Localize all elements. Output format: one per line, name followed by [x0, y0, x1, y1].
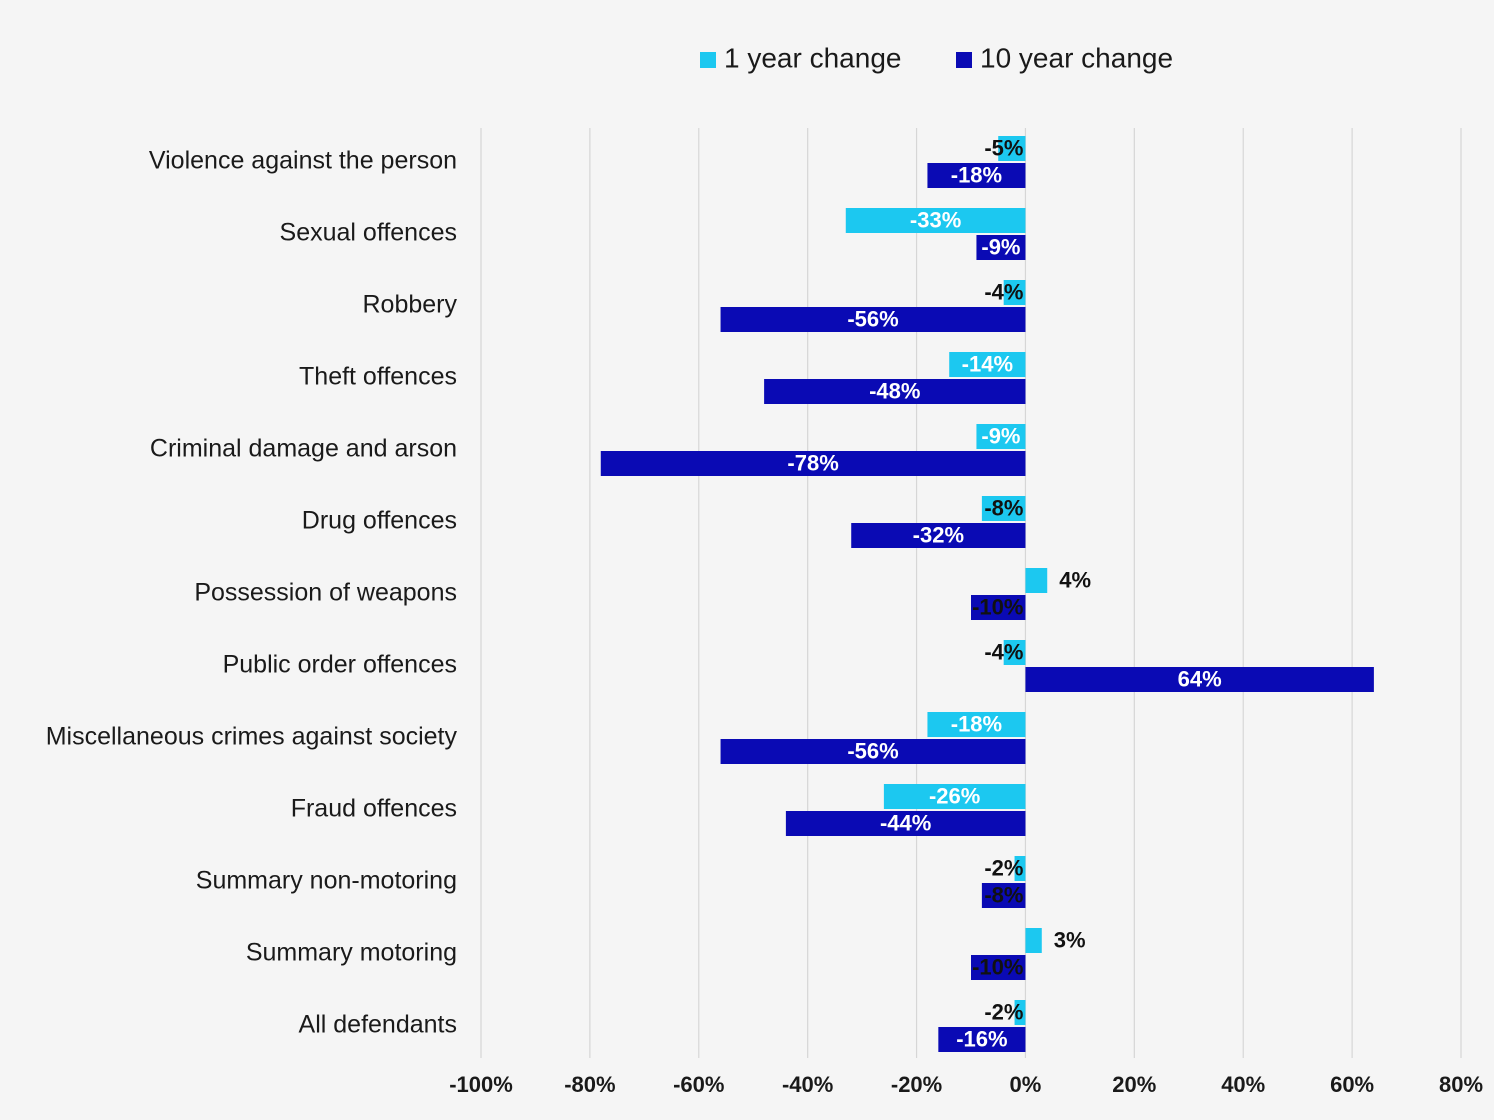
legend-label: 10 year change [980, 42, 1173, 73]
x-tick-label: 80% [1439, 1072, 1483, 1097]
category-label: Possession of weapons [194, 579, 457, 607]
bar [883, 784, 1026, 809]
bar [1003, 640, 1026, 665]
x-tick-label: -80% [564, 1072, 615, 1097]
bar [1025, 928, 1042, 953]
x-tick-label: -20% [891, 1072, 942, 1097]
legend-label: 1 year change [724, 42, 901, 73]
data-label: -32% [913, 522, 964, 547]
x-axis-tick-labels: -100% -80% -60% -40% -20% 0% 20% 40% 60% 80% [449, 1072, 1483, 1097]
data-label: -56% [847, 738, 898, 763]
data-label: -44% [880, 810, 931, 835]
data-label: -78% [787, 450, 838, 475]
category-label: Summary motoring [246, 939, 457, 967]
data-label: -9% [981, 423, 1020, 448]
category-label: All defendants [299, 1011, 457, 1039]
bar [845, 208, 1026, 233]
bar [851, 523, 1026, 548]
bar [1014, 1000, 1026, 1025]
data-label: -10% [972, 594, 1023, 619]
data-label: -5% [984, 135, 1023, 160]
bar [1025, 568, 1048, 593]
bar [764, 379, 1026, 404]
bar [927, 712, 1026, 737]
bar [981, 883, 1026, 908]
category-label: Public order offences [223, 651, 457, 679]
bar [1025, 667, 1374, 692]
legend-swatch [956, 52, 972, 68]
data-label: -48% [869, 378, 920, 403]
x-tick-label: -100% [449, 1072, 513, 1097]
data-label: -4% [984, 279, 1023, 304]
bar [938, 1027, 1026, 1052]
category-label: Violence against the person [149, 147, 457, 175]
bar [600, 451, 1026, 476]
bar [976, 424, 1026, 449]
data-label: -2% [984, 855, 1023, 880]
category-label: Sexual offences [280, 219, 457, 247]
bar [949, 352, 1026, 377]
bar [998, 136, 1026, 161]
data-label: 64% [1178, 666, 1222, 691]
data-label: -56% [847, 306, 898, 331]
bar [720, 739, 1026, 764]
x-tick-label: 20% [1112, 1072, 1156, 1097]
data-label: -33% [910, 207, 961, 232]
category-label: Fraud offences [291, 795, 457, 823]
data-label: -14% [962, 351, 1013, 376]
data-label: -8% [984, 495, 1023, 520]
category-label: Miscellaneous crimes against society [46, 723, 458, 751]
data-label: -2% [984, 999, 1023, 1024]
bar [976, 235, 1026, 260]
bars [600, 136, 1374, 1052]
x-tick-label: 60% [1330, 1072, 1374, 1097]
bar [1003, 280, 1026, 305]
data-label: -8% [984, 882, 1023, 907]
data-labels: -5%-18%-33%-9%-4%-56%-14%-48%-9%-78%-8%-… [787, 135, 1221, 1051]
gridlines [480, 128, 1462, 1058]
bar [981, 496, 1026, 521]
legend: 1 year change 10 year change [700, 42, 1173, 73]
x-tick-label: -60% [673, 1072, 724, 1097]
bar [971, 595, 1026, 620]
data-label: 3% [1054, 927, 1086, 952]
category-label: Drug offences [302, 507, 457, 535]
data-label: -9% [981, 234, 1020, 259]
x-tick-label: 40% [1221, 1072, 1265, 1097]
data-label: -18% [951, 711, 1002, 736]
bar [971, 955, 1026, 980]
x-tick-label: 0% [1010, 1072, 1042, 1097]
category-label: Criminal damage and arson [150, 435, 457, 463]
category-label: Theft offences [299, 363, 457, 391]
x-tick-label: -40% [782, 1072, 833, 1097]
data-label: -18% [951, 162, 1002, 187]
data-label: -10% [972, 954, 1023, 979]
data-label: -4% [984, 639, 1023, 664]
data-label: -26% [929, 783, 980, 808]
legend-swatch [700, 52, 716, 68]
bar [785, 811, 1026, 836]
bar [1014, 856, 1026, 881]
bar [927, 163, 1026, 188]
category-label: Robbery [363, 291, 458, 319]
category-labels: Violence against the person Sexual offenc… [46, 147, 458, 1039]
category-label: Summary non-motoring [196, 867, 457, 895]
data-label: -16% [956, 1026, 1007, 1051]
data-label: 4% [1059, 567, 1091, 592]
bar [720, 307, 1026, 332]
